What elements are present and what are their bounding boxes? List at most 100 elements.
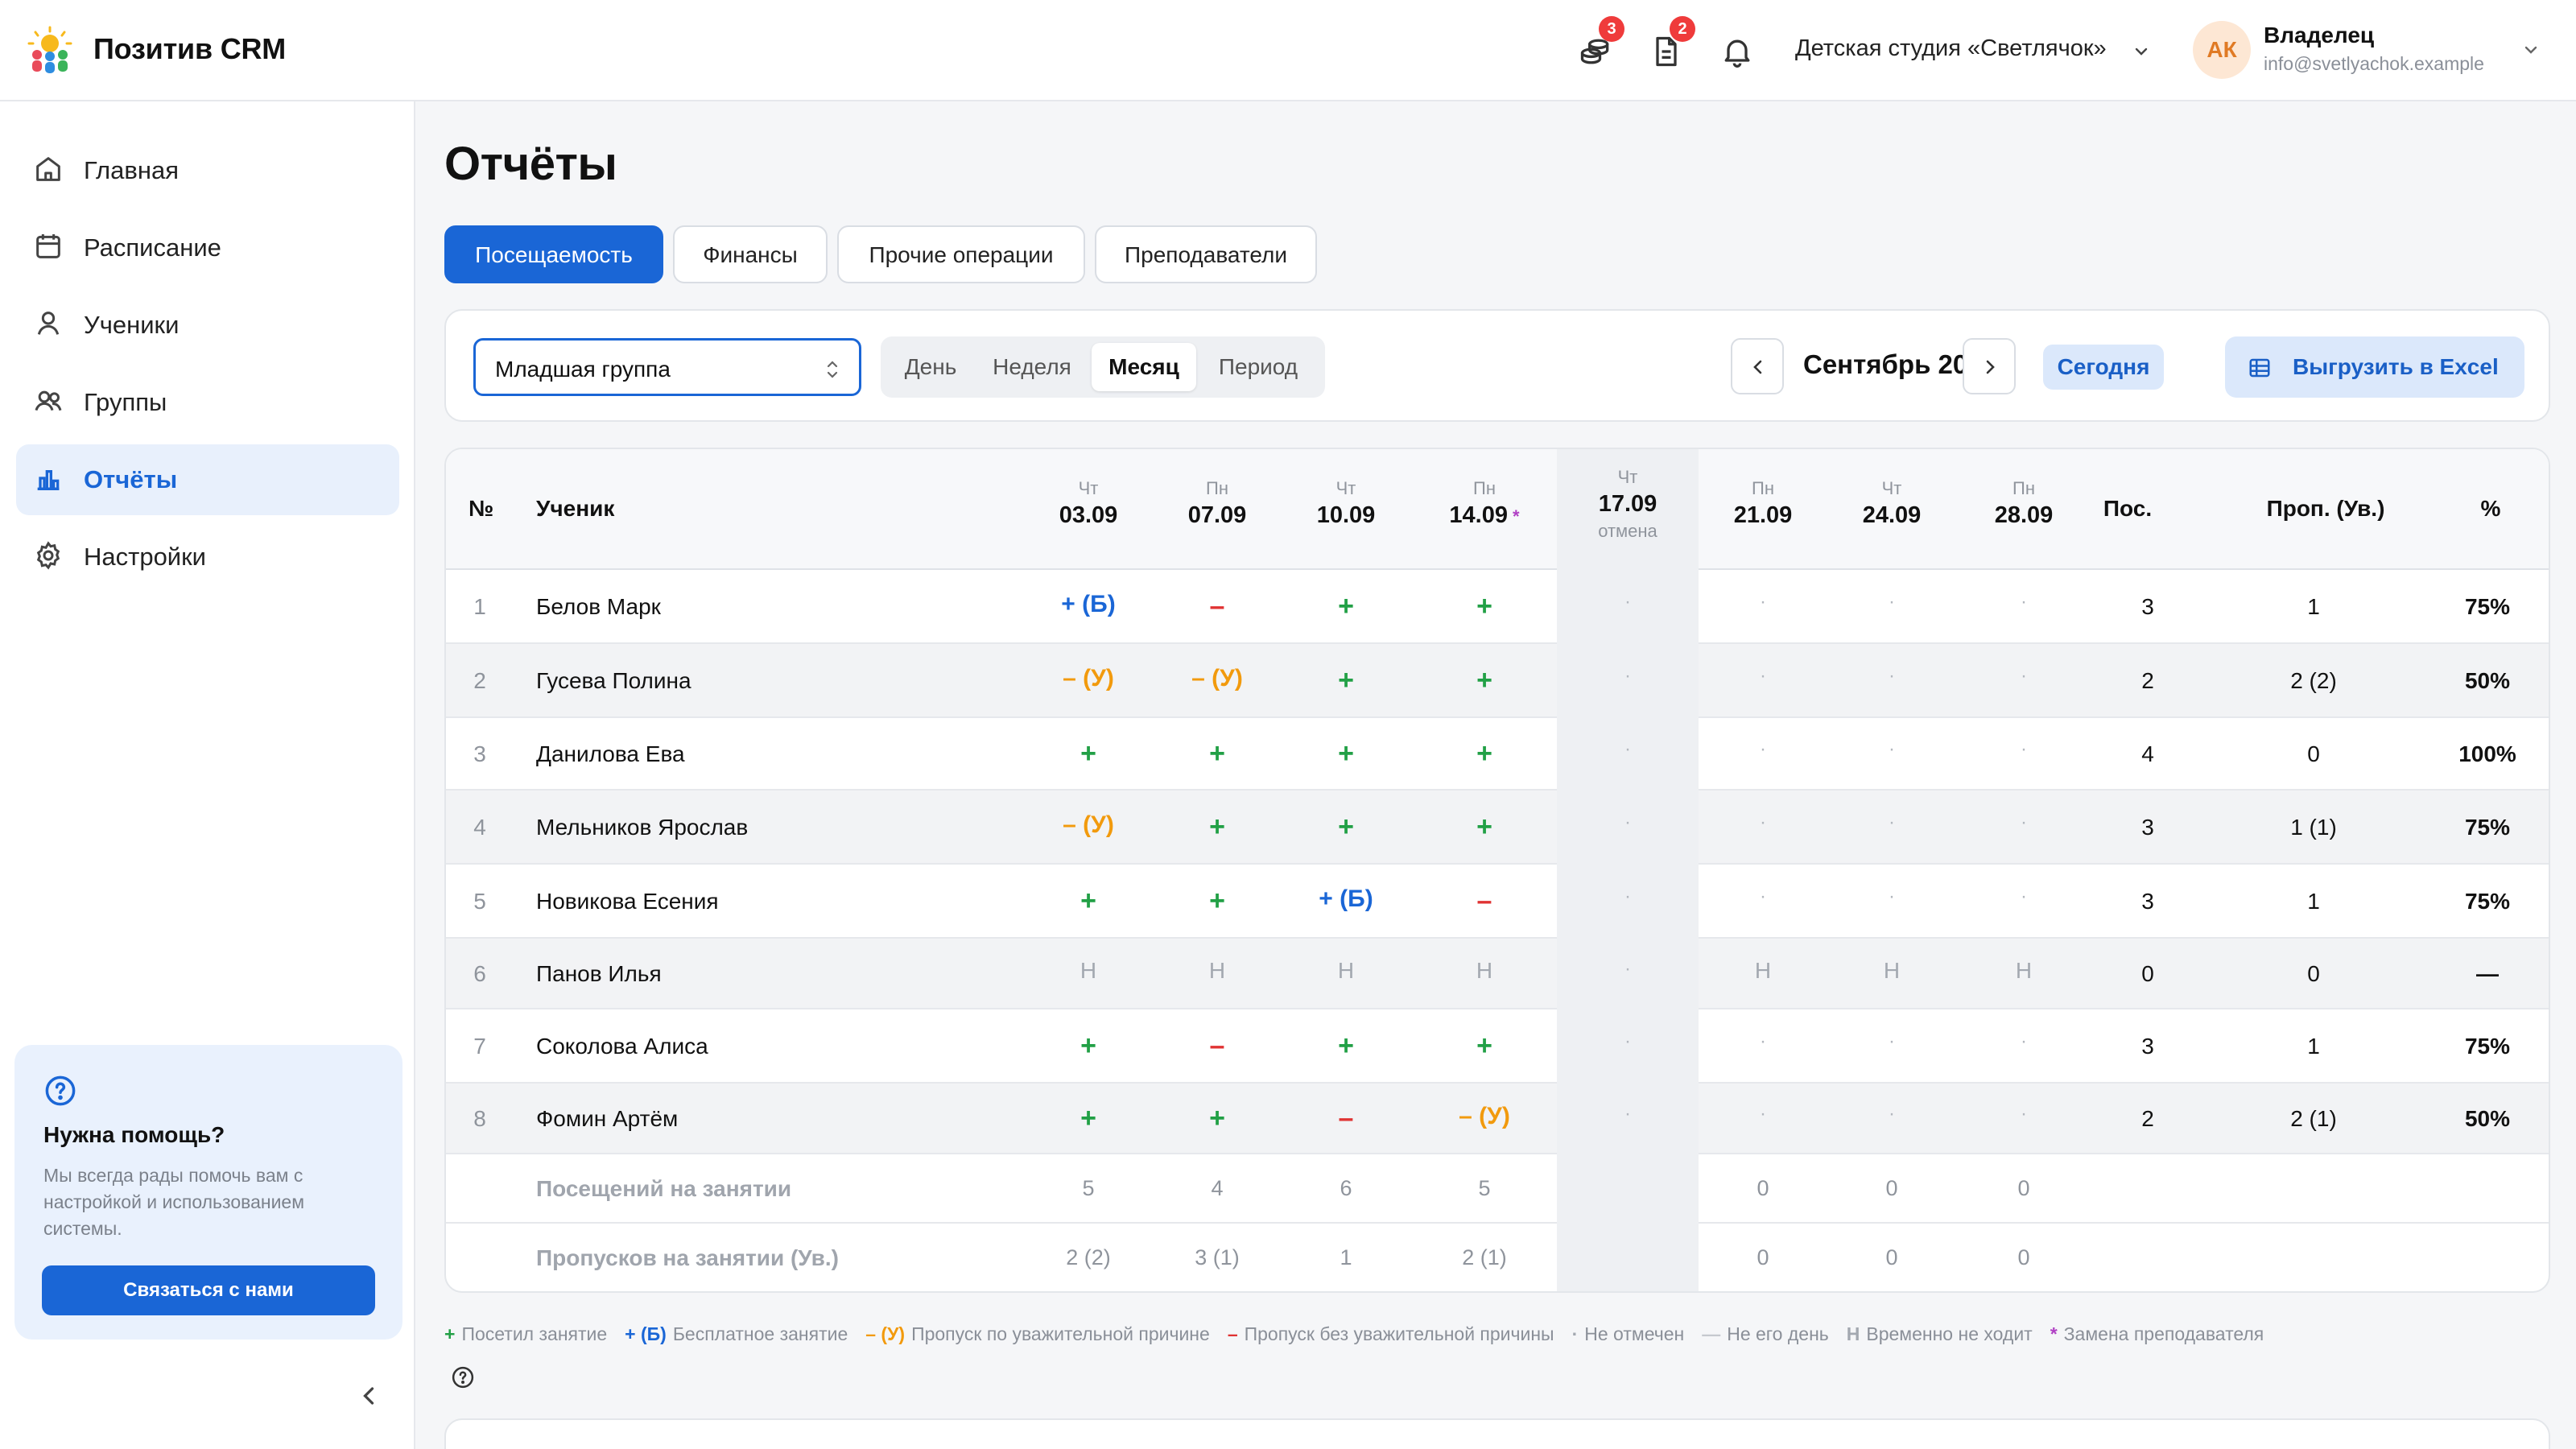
attendance-mark[interactable]: + (1080, 1103, 1096, 1133)
attendance-mark[interactable]: + (1209, 886, 1225, 916)
export-excel-button[interactable]: Выгрузить в Excel (2225, 336, 2524, 398)
attendance-mark[interactable]: · (1624, 1030, 1631, 1052)
student-name[interactable]: Соколова Алиса (536, 1034, 708, 1059)
attendance-mark[interactable]: · (1624, 958, 1631, 980)
attendance-mark[interactable]: · (2021, 591, 2027, 613)
attendance-mark[interactable]: · (1624, 665, 1631, 687)
today-button[interactable]: Сегодня (2043, 345, 2164, 390)
attendance-mark[interactable]: · (1889, 1103, 1895, 1125)
attendance-mark[interactable]: – (1476, 886, 1492, 916)
attendance-mark[interactable]: · (1889, 665, 1895, 687)
attendance-mark[interactable]: – (1209, 591, 1225, 621)
attendance-mark[interactable]: · (1760, 1103, 1766, 1125)
attendance-mark[interactable]: + (1476, 1030, 1492, 1061)
attendance-mark[interactable]: + (Б) (1319, 886, 1373, 912)
app-logo-icon[interactable] (24, 26, 76, 77)
student-name[interactable]: Данилова Ева (536, 741, 685, 766)
attendance-mark[interactable]: · (1889, 1030, 1895, 1052)
date-header[interactable]: Пн 07.09 (1157, 478, 1278, 529)
attendance-mark[interactable]: + (1338, 591, 1354, 621)
chevron-down-icon[interactable] (2132, 42, 2151, 61)
period-month[interactable]: Месяц (1092, 343, 1196, 391)
attendance-mark[interactable]: · (1760, 665, 1766, 687)
attendance-mark[interactable]: + (1080, 886, 1096, 916)
tab-attendance[interactable]: Посещаемость (444, 225, 663, 283)
coins-icon[interactable]: 3 (1578, 16, 1624, 69)
student-name[interactable]: Белов Марк (536, 594, 661, 619)
date-header[interactable]: Чт 24.09 (1831, 478, 1952, 529)
period-range[interactable]: Период (1218, 354, 1298, 379)
attendance-mark[interactable]: Н (1754, 958, 1772, 983)
attendance-mark[interactable]: Н (1337, 958, 1355, 983)
date-header[interactable]: Чт 03.09 (1028, 478, 1149, 529)
attendance-mark[interactable]: · (1889, 811, 1895, 833)
date-header[interactable]: Пн 28.09 (1963, 478, 2084, 529)
sidebar-item-students[interactable]: Ученики (16, 290, 399, 361)
attendance-mark[interactable]: Н (1476, 958, 1493, 983)
attendance-mark[interactable]: + (1209, 1103, 1225, 1133)
prev-month-button[interactable] (1731, 338, 1784, 394)
attendance-mark[interactable]: + (1338, 738, 1354, 769)
attendance-mark[interactable]: · (1624, 591, 1631, 613)
attendance-mark[interactable]: · (2021, 1030, 2027, 1052)
attendance-mark[interactable]: · (2021, 811, 2027, 833)
sidebar-item-settings[interactable]: Настройки (16, 522, 399, 592)
attendance-mark[interactable]: · (2021, 1103, 2027, 1125)
attendance-mark[interactable]: + (1476, 591, 1492, 621)
date-header[interactable]: Чт 10.09 (1286, 478, 1406, 529)
attendance-mark[interactable]: + (1476, 811, 1492, 842)
student-name[interactable]: Фомин Артём (536, 1106, 679, 1131)
attendance-mark[interactable]: + (1476, 665, 1492, 696)
student-name[interactable]: Гусева Полина (536, 668, 691, 693)
chevron-down-icon[interactable] (2521, 40, 2541, 60)
period-week[interactable]: Неделя (993, 354, 1071, 379)
period-day[interactable]: День (904, 354, 957, 379)
attendance-mark[interactable]: · (1624, 886, 1631, 907)
attendance-mark[interactable]: – (1338, 1103, 1354, 1133)
chevron-left-icon[interactable] (354, 1381, 383, 1410)
attendance-mark[interactable]: + (1080, 738, 1096, 769)
student-name[interactable]: Мельников Ярослав (536, 815, 749, 840)
attendance-mark[interactable]: + (1209, 811, 1225, 842)
attendance-mark[interactable]: + (1338, 1030, 1354, 1061)
document-icon[interactable]: 2 (1649, 16, 1695, 69)
attendance-mark[interactable]: · (1760, 591, 1766, 613)
attendance-mark[interactable]: · (1889, 738, 1895, 760)
attendance-mark[interactable]: · (1624, 811, 1631, 833)
attendance-mark[interactable]: · (1624, 738, 1631, 760)
attendance-mark[interactable]: · (1624, 1103, 1631, 1125)
avatar[interactable]: АК (2193, 21, 2251, 79)
contact-us-button[interactable]: Связаться с нами (42, 1265, 375, 1315)
attendance-mark[interactable]: – (1209, 1030, 1225, 1061)
bell-icon[interactable] (1719, 34, 1755, 69)
attendance-mark[interactable]: · (1760, 738, 1766, 760)
question-circle-icon[interactable] (451, 1365, 475, 1389)
tab-other-operations[interactable]: Прочие операции (837, 225, 1085, 283)
studio-selector[interactable]: Детская студия «Светлячок» (1795, 35, 2107, 61)
student-name[interactable]: Новикова Есения (536, 889, 719, 914)
attendance-mark[interactable]: – (У) (1063, 665, 1114, 691)
attendance-mark[interactable]: – (У) (1191, 665, 1243, 691)
attendance-mark[interactable]: Н (1080, 958, 1097, 983)
date-header[interactable]: Чт 17.09 отмена (1567, 467, 1688, 542)
sidebar-item-reports[interactable]: Отчёты (16, 444, 399, 515)
sidebar-item-schedule[interactable]: Расписание (16, 213, 399, 283)
attendance-mark[interactable]: Н (1883, 958, 1901, 983)
tab-teachers[interactable]: Преподаватели (1095, 225, 1317, 283)
attendance-mark[interactable]: · (1760, 886, 1766, 907)
attendance-mark[interactable]: – (У) (1459, 1103, 1510, 1129)
attendance-mark[interactable]: · (2021, 886, 2027, 907)
next-month-button[interactable] (1963, 338, 2016, 394)
attendance-mark[interactable]: Н (1208, 958, 1226, 983)
attendance-mark[interactable]: · (2021, 665, 2027, 687)
attendance-mark[interactable]: · (1889, 591, 1895, 613)
date-header[interactable]: Пн 21.09 (1703, 478, 1823, 529)
student-name[interactable]: Панов Илья (536, 961, 662, 986)
attendance-mark[interactable]: Н (2015, 958, 2033, 983)
attendance-mark[interactable]: · (1889, 886, 1895, 907)
attendance-mark[interactable]: + (1338, 665, 1354, 696)
attendance-mark[interactable]: · (1760, 811, 1766, 833)
attendance-mark[interactable]: + (1338, 811, 1354, 842)
header-student[interactable]: Ученик (536, 496, 615, 521)
sidebar-item-groups[interactable]: Группы (16, 367, 399, 438)
